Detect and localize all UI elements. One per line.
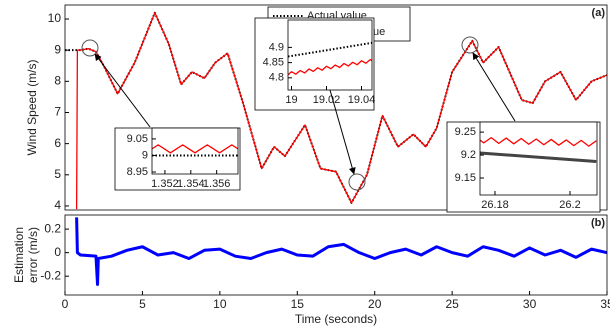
y-tick-label: 0 — [54, 245, 61, 259]
y-tick-label: 9 — [142, 149, 148, 161]
y-tick-label: 0.2 — [44, 221, 61, 235]
series-line — [288, 58, 372, 76]
x-tick-label: 0 — [62, 297, 69, 311]
series-line — [75, 12, 607, 210]
panel-label: (a) — [592, 7, 606, 19]
y-tick-label: 9.25 — [455, 126, 476, 138]
zoom-arrow — [94, 53, 151, 128]
plot-3: 4.9 4.85 4.819 19.02 19.04 — [254, 17, 376, 111]
zoom-circle — [461, 36, 479, 54]
y-tick-label: 9 — [54, 42, 61, 56]
x-tick-label: 26.18 — [481, 199, 509, 211]
y-tick-label: 7 — [54, 105, 61, 119]
x-tick-label: 20 — [368, 297, 382, 311]
y-tick-label: 8 — [54, 74, 61, 88]
x-axis-label: Time (seconds) — [295, 312, 377, 326]
plot-area — [65, 215, 607, 295]
series-line — [75, 217, 607, 286]
zoom-arrow — [472, 52, 516, 122]
series-line — [480, 151, 597, 163]
y-axis-label: error (m/s) — [26, 227, 40, 283]
x-tick-label: 5 — [139, 297, 146, 311]
y-tick-label: -0.2 — [40, 268, 61, 282]
y-tick-label: 4.8 — [269, 72, 284, 84]
x-tick-label: 19.02 — [313, 94, 341, 106]
y-tick-label: 9.2 — [461, 149, 476, 161]
zoom-arrow — [329, 89, 356, 175]
x-tick-label: 1.356 — [203, 178, 231, 190]
x-tick-label: 19 — [285, 94, 297, 106]
x-tick-label: 1.354 — [177, 178, 205, 190]
series-line — [480, 136, 597, 147]
x-tick-label: 10 — [213, 297, 227, 311]
y-tick-label: 10 — [48, 11, 62, 25]
panel-label: (b) — [591, 217, 605, 229]
plot-area — [152, 128, 238, 174]
x-tick-label: 1.352 — [151, 178, 179, 190]
series-line — [152, 144, 238, 154]
axis-frame — [64, 4, 608, 211]
x-tick-label: 25 — [445, 297, 459, 311]
axis-frame — [151, 127, 239, 175]
x-tick-label: 19.04 — [348, 94, 376, 106]
zoom-annotations — [81, 36, 516, 191]
y-tick-label: 9.05 — [127, 133, 148, 145]
x-tick-label: 35 — [600, 297, 610, 311]
y-tick-label: 5 — [54, 167, 61, 181]
plot-area — [288, 20, 372, 90]
y-tick-label: 4.85 — [263, 57, 284, 69]
y-tick-label: 8.95 — [127, 166, 148, 178]
zoom-circle — [348, 173, 366, 191]
series-line — [288, 41, 372, 58]
axis-frame — [64, 214, 608, 296]
y-tick-label: 6 — [54, 136, 61, 150]
plot-4: 9.25 9.2 9.15 26.18 26.2 — [446, 121, 601, 213]
plot-1: -0.2 0 0.2 0 5 10 15 20 25 30 35 (b) Time (seconds) E… — [12, 214, 610, 326]
y-axis-label: Estimation — [12, 227, 26, 283]
y-tick-label: 4 — [54, 198, 61, 212]
x-tick-label: 30 — [523, 297, 537, 311]
y-tick-label: 9.15 — [455, 172, 476, 184]
y-axis-label: Wind Speed (m/s) — [25, 59, 39, 155]
y-tick-label: 4.9 — [269, 41, 284, 53]
x-tick-label: 15 — [291, 297, 305, 311]
axis-frame — [479, 121, 598, 196]
x-tick-label: 26.2 — [559, 199, 580, 211]
zoom-circle — [81, 39, 99, 57]
